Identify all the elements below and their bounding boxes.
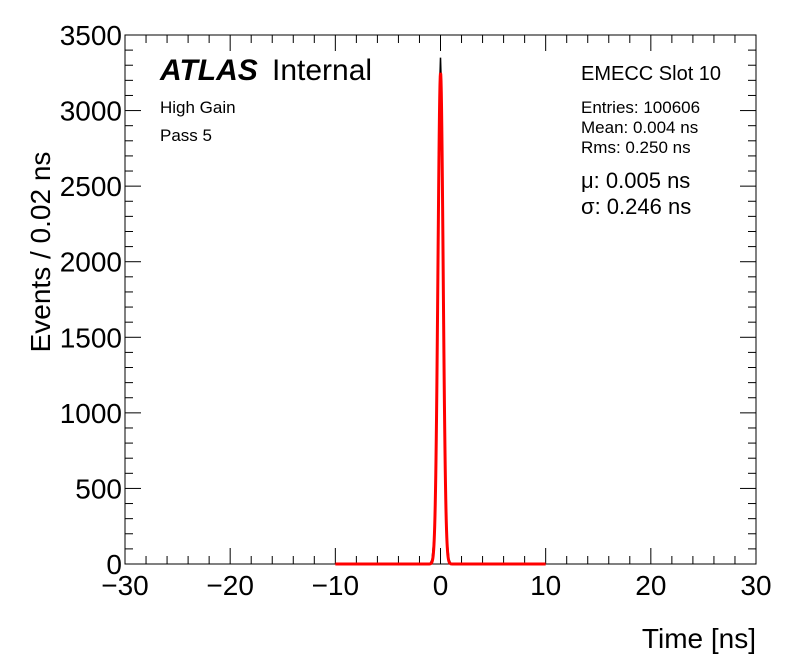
data-series — [335, 57, 546, 566]
y-tick-label: 1000 — [60, 398, 122, 429]
x-tick-label: 0 — [433, 570, 449, 601]
y-tick-label: 0 — [106, 549, 122, 580]
x-tick-labels: −30 −20 −10 0 10 20 30 — [101, 570, 771, 601]
y-tick-label: 2000 — [60, 247, 122, 278]
x-tick-label: −20 — [206, 570, 254, 601]
y-tick-label: 2500 — [60, 171, 122, 202]
y-axis-title: Events / 0.02 ns — [25, 152, 56, 353]
x-tick-label: −10 — [312, 570, 360, 601]
fit-sigma-stat: σ: 0.246 ns — [581, 194, 691, 219]
y-tick-label: 3000 — [60, 96, 122, 127]
pass-label: Pass 5 — [160, 126, 212, 145]
x-tick-label: 20 — [635, 570, 666, 601]
gaussian-fit-series — [335, 72, 546, 566]
y-tick-labels: 0 500 1000 1500 2000 2500 3000 3500 — [60, 20, 122, 580]
y-tick-label: 3500 — [60, 20, 122, 51]
internal-label: Internal — [272, 54, 372, 87]
axis-ticks — [124, 34, 757, 565]
x-tick-label: −30 — [101, 570, 149, 601]
high-gain-label: High Gain — [160, 98, 236, 117]
x-tick-label: 10 — [530, 570, 561, 601]
x-axis-title: Time [ns] — [642, 623, 756, 654]
entries-stat: Entries: 100606 — [581, 98, 700, 117]
x-tick-label: 30 — [740, 570, 771, 601]
fit-mu-stat: μ: 0.005 ns — [581, 168, 690, 193]
mean-stat: Mean: 0.004 ns — [581, 118, 698, 137]
atlas-label: ATLAS — [159, 54, 258, 87]
y-tick-label: 500 — [75, 473, 122, 504]
y-tick-label: 1500 — [60, 322, 122, 353]
rms-stat: Rms: 0.250 ns — [581, 138, 691, 157]
slot-label: EMECC Slot 10 — [581, 63, 721, 85]
